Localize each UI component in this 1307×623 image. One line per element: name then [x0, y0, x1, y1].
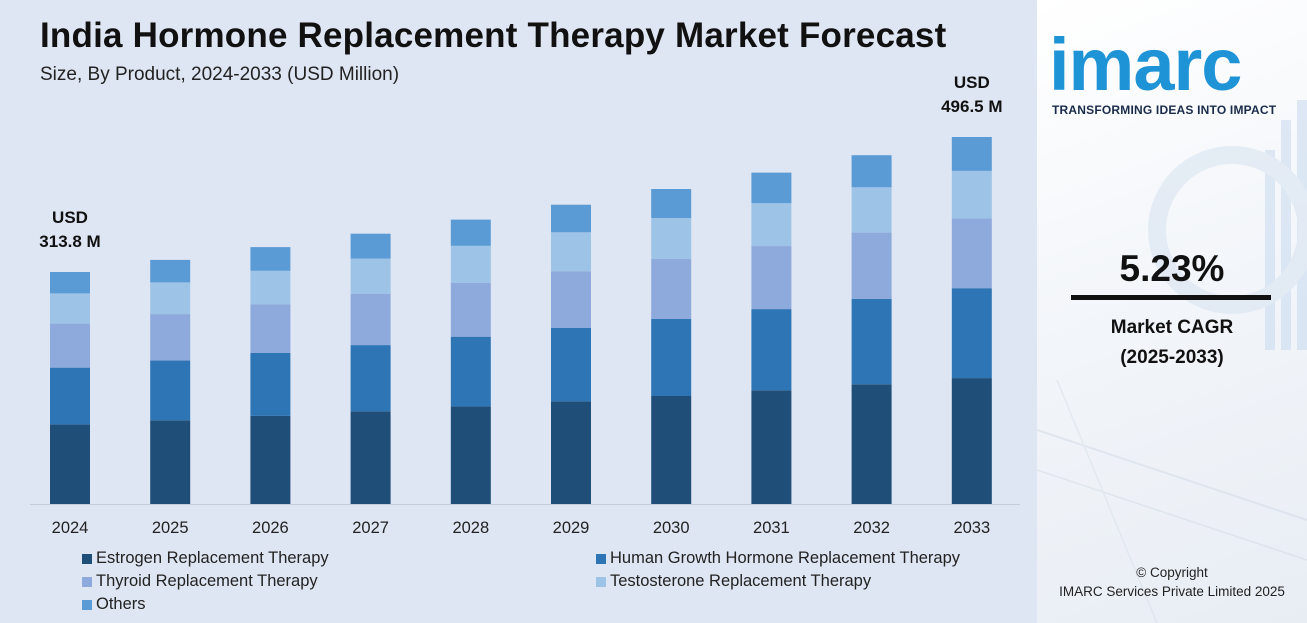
bar-segment-2026-3 — [250, 304, 291, 353]
legend-item-1: Estrogen Replacement Therapy — [82, 548, 596, 569]
x-tick-label: 2024 — [52, 519, 89, 537]
cagr-divider — [1071, 295, 1271, 300]
bar-segment-2025-3 — [150, 314, 191, 361]
bar-segment-2032-1 — [851, 384, 892, 504]
chart-title: India Hormone Replacement Therapy Market… — [40, 16, 947, 55]
bar-segment-2028-2 — [450, 336, 491, 407]
bar-segment-2029-2 — [551, 328, 591, 402]
bar-segment-2026-5 — [250, 247, 291, 271]
bar-segment-2024-5 — [50, 272, 90, 294]
chart-legend: Estrogen Replacement Therapy Human Growth… — [82, 548, 1022, 615]
legend-item-2: Human Growth Hormone Replacement Therapy — [596, 548, 1016, 569]
bar-segment-2031-4 — [751, 203, 792, 247]
total-annotation-2033-line1: USD — [954, 73, 990, 92]
bar-segment-2032-4 — [851, 187, 892, 233]
bar-segment-2033-4 — [951, 170, 992, 219]
bar-segment-2032-3 — [851, 232, 892, 299]
bar-segment-2026-1 — [250, 415, 291, 504]
copyright-notice: © Copyright — [1136, 565, 1208, 580]
bar-segment-2031-3 — [751, 246, 792, 310]
x-tick-label: 2032 — [853, 519, 890, 537]
x-tick-label: 2033 — [953, 519, 990, 537]
bar-segment-2028-4 — [450, 245, 491, 283]
legend-swatch — [596, 576, 606, 587]
x-tick-label: 2028 — [452, 519, 489, 537]
chart-subtitle: Size, By Product, 2024-2033 (USD Million… — [40, 64, 400, 85]
bar-segment-2028-3 — [450, 282, 491, 337]
x-tick-label: 2031 — [753, 519, 790, 537]
x-tick-label: 2025 — [152, 519, 189, 537]
bar-segment-2025-2 — [150, 360, 191, 421]
legend-item-5: Others — [82, 594, 596, 615]
legend-item-3: Thyroid Replacement Therapy — [82, 571, 596, 592]
bar-segment-2032-2 — [851, 298, 892, 385]
bar-segment-2029-3 — [551, 271, 591, 328]
bar-segment-2030-1 — [651, 396, 692, 504]
bar-segment-2031-1 — [751, 390, 792, 504]
bar-segment-2026-2 — [250, 353, 291, 416]
bar-segment-2025-1 — [150, 420, 191, 504]
legend-swatch — [82, 553, 92, 564]
bar-segment-2031-2 — [751, 309, 792, 391]
bar-segment-2033-2 — [951, 288, 992, 379]
cagr-period: (2025-2033) — [1120, 347, 1224, 368]
legend-swatch — [596, 553, 606, 564]
bar-segment-2025-5 — [150, 259, 191, 283]
bar-segment-2027-5 — [350, 233, 391, 259]
bar-segment-2033-5 — [951, 137, 992, 171]
chart-panel: India Hormone Replacement Therapy Market… — [0, 0, 1037, 623]
bar-segment-2028-1 — [450, 406, 491, 504]
bar-segment-2031-5 — [751, 172, 792, 204]
legend-swatch — [82, 599, 92, 610]
x-tick-label: 2029 — [553, 519, 590, 537]
bar-segment-2024-4 — [50, 293, 90, 324]
bar-segment-2027-4 — [350, 258, 391, 294]
legend-label: Human Growth Hormone Replacement Therapy — [610, 549, 961, 567]
bar-segment-2032-5 — [851, 155, 892, 188]
bar-segment-2026-4 — [250, 270, 291, 305]
cagr-label: Market CAGR — [1110, 317, 1234, 338]
legend-label: Testosterone Replacement Therapy — [610, 572, 872, 590]
total-annotation-2033-line2: 496.5 M — [941, 97, 1002, 116]
bar-segment-2024-1 — [50, 424, 90, 504]
total-annotation-2024-line2: 313.8 M — [39, 232, 100, 251]
stacked-bar-chart: 2024 2025 2026 2027 2028 2029 2030 2031 2032 2033… — [30, 73, 1020, 537]
bar-segment-2033-3 — [951, 218, 992, 289]
bar-segment-2029-4 — [551, 232, 591, 272]
bar-segment-2030-3 — [651, 259, 692, 319]
bar-segment-2030-4 — [651, 218, 692, 259]
background-decoration — [1037, 100, 1307, 623]
bar-segment-2028-5 — [450, 219, 491, 246]
bar-segment-2029-5 — [551, 204, 591, 233]
logo-tagline: TRANSFORMING IDEAS INTO IMPACT — [1052, 103, 1277, 117]
x-tick-label: 2027 — [352, 519, 389, 537]
cagr-value: 5.23% — [1119, 248, 1225, 289]
x-tick-label: 2030 — [653, 519, 690, 537]
legend-swatch — [82, 576, 92, 587]
bar-segment-2027-1 — [350, 411, 391, 504]
copyright-company: IMARC Services Private Limited 2025 — [1059, 584, 1285, 599]
bar-segment-2030-2 — [651, 318, 692, 396]
bar-segment-2027-3 — [350, 293, 391, 346]
legend-item-4: Testosterone Replacement Therapy — [596, 571, 1016, 592]
bar-segment-2029-1 — [551, 401, 591, 504]
bar-segment-2025-4 — [150, 282, 191, 315]
legend-label: Others — [96, 595, 146, 613]
bar-segment-2024-2 — [50, 367, 90, 425]
imarc-logo: imarc — [1049, 23, 1242, 106]
bar-segment-2033-1 — [951, 378, 992, 504]
total-annotation-2024-line1: USD — [52, 208, 88, 227]
bar-segment-2024-3 — [50, 323, 90, 368]
bar-segment-2030-5 — [651, 189, 692, 218]
x-tick-label: 2026 — [252, 519, 289, 537]
legend-label: Estrogen Replacement Therapy — [96, 549, 329, 567]
side-panel: imarc TRANSFORMING IDEAS INTO IMPACT 5.2… — [1037, 0, 1307, 623]
bar-segment-2027-2 — [350, 345, 391, 412]
legend-label: Thyroid Replacement Therapy — [96, 572, 318, 590]
